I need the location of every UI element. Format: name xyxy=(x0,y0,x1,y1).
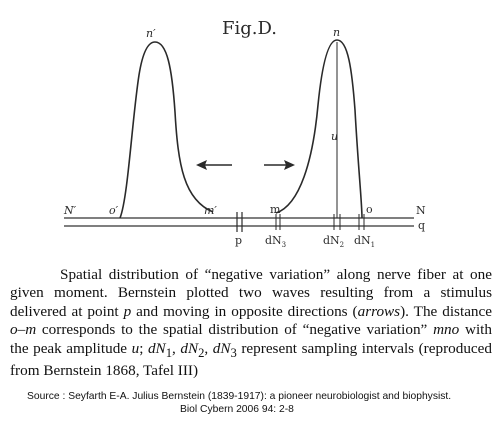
left-arrow xyxy=(196,160,232,170)
caption-segment: corresponds to the spatial distribution … xyxy=(36,321,434,339)
figure-title: Fig.D. xyxy=(222,18,277,39)
source-line-2: Biol Cybern 2006 94: 2-8 xyxy=(180,404,294,415)
label-o-prime: o′ xyxy=(109,204,119,217)
caption-segment: o–m xyxy=(10,321,37,339)
caption-segment: dN xyxy=(212,339,231,357)
label-dN3: dN3 xyxy=(265,234,286,249)
caption-segment: u xyxy=(131,339,140,357)
figure-caption: Spatial distribution of “negative variat… xyxy=(10,266,492,380)
label-u: u xyxy=(331,130,338,143)
caption-segment: , xyxy=(172,339,181,357)
caption-segment: , xyxy=(204,339,213,357)
label-dN2: dN2 xyxy=(323,234,344,249)
caption-segment: with the peak amplitude xyxy=(10,321,492,357)
label-N: N xyxy=(416,204,426,217)
caption-segment: 3 xyxy=(230,345,237,360)
label-N-prime: N′ xyxy=(63,204,77,217)
caption-segment: arrows xyxy=(357,302,401,320)
right-arrow xyxy=(264,160,295,170)
figure-d-diagram: Fig.D. n′ n u N′ o′ m′ m o N q p dN3 dN2… xyxy=(63,18,426,249)
label-q: q xyxy=(418,219,425,232)
caption-segment: 1 xyxy=(165,345,173,360)
caption-segment: Spatial distribution of “negative variat… xyxy=(10,266,492,320)
source-citation: Source : Seyfarth E-A. Julius Bernstein … xyxy=(0,390,498,416)
label-n-prime: n′ xyxy=(146,27,156,40)
caption-segment: ). The distance xyxy=(400,302,493,320)
caption-segment: 2 xyxy=(198,345,205,360)
caption-segment: mno xyxy=(433,321,460,339)
source-line-1: Source : Seyfarth E-A. Julius Bernstein … xyxy=(27,391,452,402)
caption-segment: p xyxy=(123,302,132,320)
label-dN1: dN1 xyxy=(354,234,375,249)
label-n: n xyxy=(333,26,340,39)
caption-segment: ; xyxy=(139,339,148,357)
label-o: o xyxy=(366,203,373,216)
label-m-prime: m′ xyxy=(204,204,217,217)
label-m: m xyxy=(270,203,281,216)
caption-segment: dN xyxy=(180,339,199,357)
caption-segment: represent sampling intervals (reproduced… xyxy=(10,339,492,380)
caption-segment: and moving in opposite directions ( xyxy=(131,302,358,320)
label-p: p xyxy=(235,234,242,247)
caption-segment: dN xyxy=(147,339,166,357)
left-wave-curve xyxy=(119,41,214,219)
right-wave-curve xyxy=(275,39,363,219)
